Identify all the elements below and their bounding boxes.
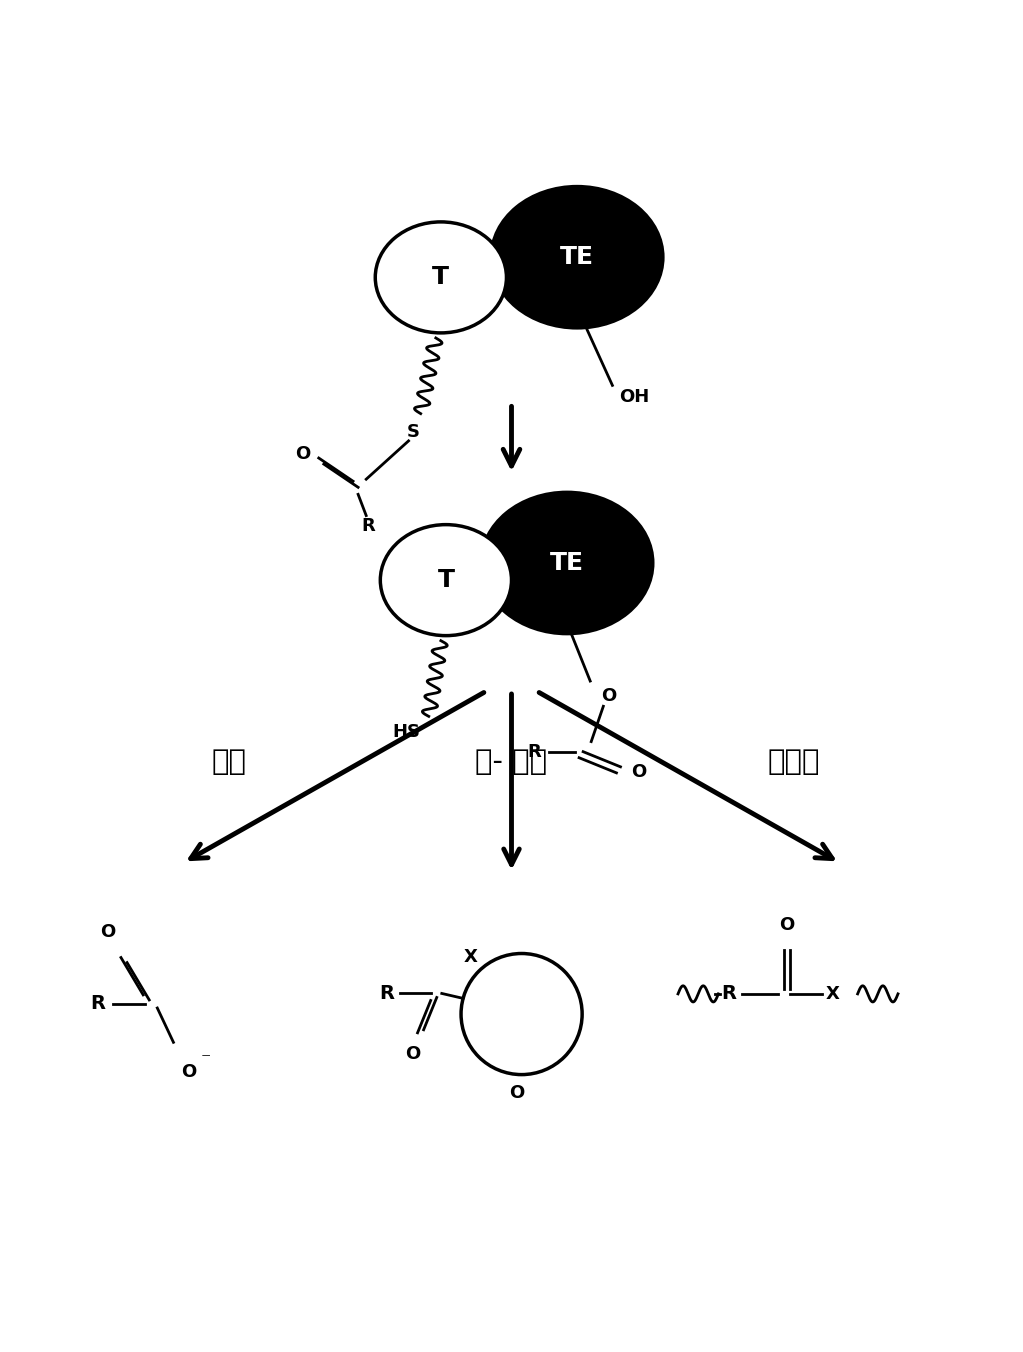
- Text: O: O: [405, 1045, 420, 1063]
- Text: R: R: [361, 516, 375, 534]
- Ellipse shape: [375, 222, 506, 333]
- Ellipse shape: [381, 525, 512, 635]
- Text: S: S: [407, 423, 420, 441]
- Text: X: X: [463, 948, 477, 965]
- Text: O: O: [508, 1084, 524, 1102]
- Text: T: T: [433, 265, 449, 289]
- Text: OH: OH: [620, 388, 650, 407]
- Text: O: O: [780, 917, 795, 934]
- Text: O: O: [181, 1063, 196, 1080]
- Ellipse shape: [481, 492, 653, 634]
- Text: O: O: [601, 687, 616, 706]
- Text: 大- 环化: 大- 环化: [476, 748, 547, 776]
- Text: R: R: [721, 984, 736, 1003]
- Text: O: O: [100, 923, 116, 941]
- Text: 水解: 水解: [212, 748, 247, 776]
- Text: R: R: [528, 742, 541, 761]
- Ellipse shape: [491, 187, 663, 327]
- Text: 寡聚化: 寡聚化: [768, 748, 820, 776]
- Text: T: T: [438, 568, 454, 592]
- Text: HS: HS: [393, 722, 420, 741]
- Text: R: R: [90, 995, 105, 1014]
- Text: X: X: [826, 984, 839, 1003]
- Text: O: O: [295, 445, 310, 462]
- Text: R: R: [379, 984, 394, 1003]
- Text: TE: TE: [560, 245, 594, 269]
- Text: ⁻: ⁻: [201, 1051, 211, 1069]
- Text: TE: TE: [550, 552, 584, 575]
- Text: O: O: [631, 763, 647, 781]
